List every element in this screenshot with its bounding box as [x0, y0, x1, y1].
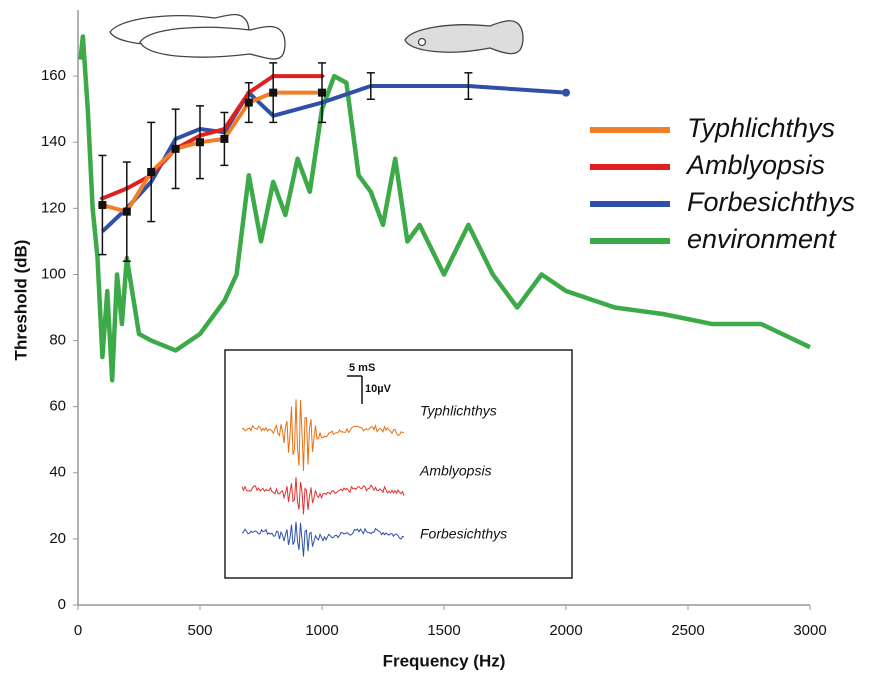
marker — [171, 144, 180, 153]
scale-voltage: 10µV — [365, 383, 392, 395]
x-tick-label: 3000 — [793, 622, 826, 639]
line-series — [101, 84, 567, 233]
y-tick-label: 100 — [41, 265, 66, 282]
x-tick-label: 500 — [187, 622, 212, 639]
fish-icons — [109, 13, 524, 60]
line-series — [78, 34, 811, 383]
inset-label: Amblyopsis — [419, 463, 492, 479]
x-tick-label: 2000 — [549, 622, 582, 639]
x-tick-label: 0 — [74, 622, 82, 639]
inset-label: Typhlichthys — [420, 403, 497, 419]
x-axis-title: Frequency (Hz) — [383, 651, 506, 670]
y-tick-label: 160 — [41, 67, 66, 84]
marker — [98, 201, 107, 210]
legend-label: Amblyopsis — [685, 150, 825, 180]
y-tick-label: 40 — [49, 464, 66, 481]
legend-label: Typhlichthys — [687, 113, 835, 143]
y-tick-label: 0 — [58, 596, 66, 613]
y-tick-label: 140 — [41, 133, 66, 150]
marker — [220, 134, 229, 143]
y-tick-label: 60 — [49, 398, 66, 415]
x-tick-label: 1000 — [305, 622, 338, 639]
marker — [269, 88, 278, 97]
y-tick-label: 20 — [49, 530, 66, 547]
inset-label: Forbesichthys — [420, 526, 507, 542]
legend-label: environment — [687, 224, 837, 254]
marker — [562, 88, 570, 97]
waveform — [241, 477, 405, 515]
marker — [196, 138, 204, 147]
x-tick-label: 1500 — [427, 622, 460, 639]
y-tick-label: 120 — [41, 199, 66, 216]
waveform — [241, 521, 405, 557]
x-tick-label: 2500 — [671, 622, 704, 639]
marker — [122, 207, 131, 216]
marker — [244, 98, 253, 107]
y-axis-title: Threshold (dB) — [11, 240, 30, 361]
scale-time: 5 mS — [349, 362, 375, 374]
marker — [147, 167, 156, 176]
legend-label: Forbesichthys — [687, 187, 855, 217]
y-tick-label: 80 — [49, 332, 66, 349]
marker — [318, 88, 326, 97]
inset-box — [224, 349, 573, 579]
waveform — [241, 399, 405, 471]
